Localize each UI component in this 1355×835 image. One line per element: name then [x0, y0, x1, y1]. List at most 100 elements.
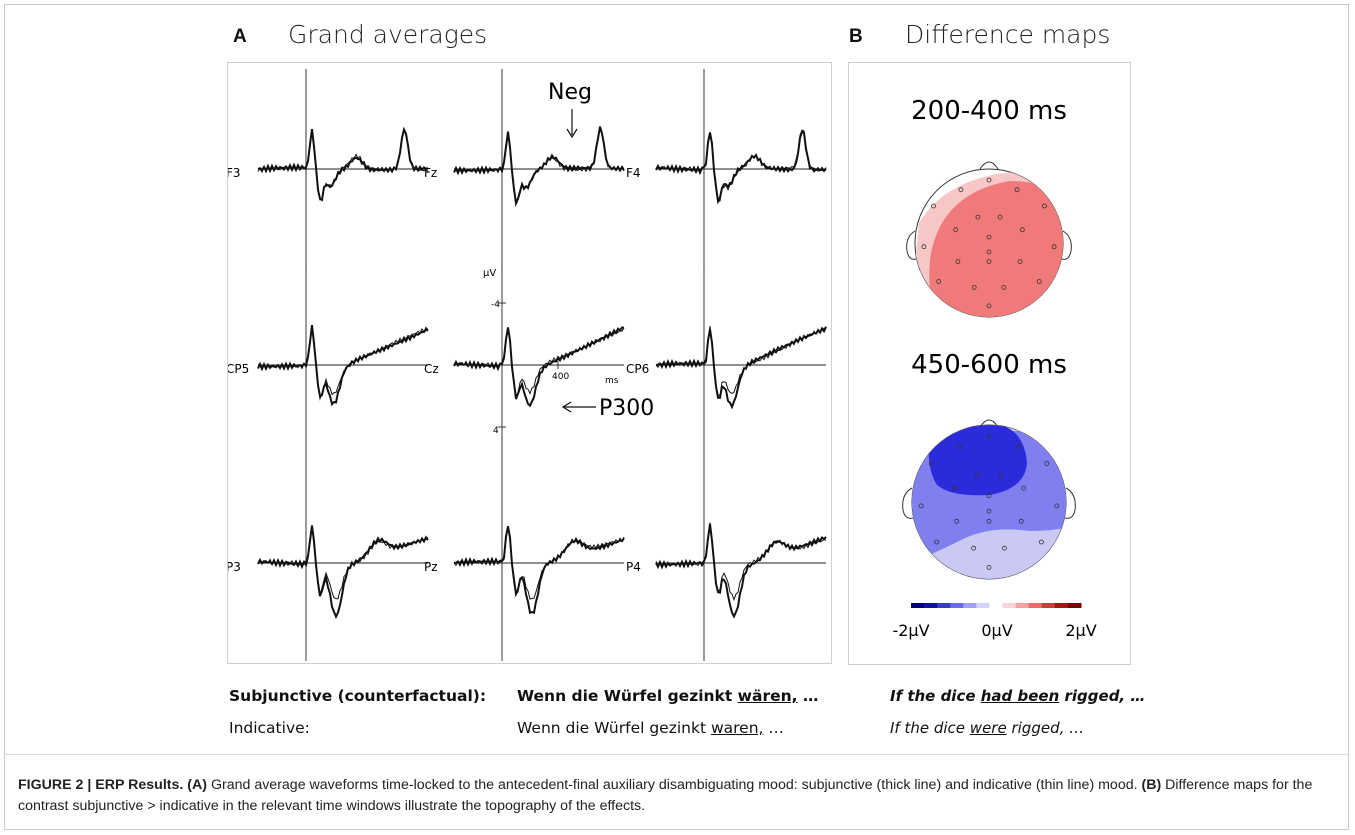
axis-tick-negative: -4	[491, 300, 500, 310]
indicative-german-post: …	[763, 719, 784, 737]
subjunctive-label: Subjunctive (counterfactual):	[229, 687, 487, 705]
caption-a-label: (A)	[187, 777, 207, 793]
electrode-dot	[958, 187, 964, 193]
grand-averages-panel: F3 Fz F4 CP5 Cz CP6 P3 Pz P4 µV -4 4 400…	[226, 62, 832, 664]
electrode-dot	[1015, 444, 1021, 450]
figure-caption: FIGURE 2 | ERP Results. (A) Grand averag…	[18, 775, 1338, 817]
electrode-dot	[975, 214, 981, 220]
indicative-trace	[655, 522, 827, 602]
figure-frame	[4, 4, 1349, 830]
topomap-450-600	[902, 419, 1076, 580]
electrode-dot	[1001, 545, 1007, 551]
electrode-dot	[1036, 279, 1042, 284]
electrode-dot	[986, 234, 992, 240]
electrode-dot	[1021, 485, 1027, 491]
indicative-english-post: rigged, …	[1006, 719, 1085, 737]
subjunctive-trace	[655, 523, 827, 619]
colorbar	[911, 603, 1082, 608]
subjunctive-trace	[655, 130, 827, 205]
neg-arrow-head	[566, 128, 578, 139]
time-unit-label: ms	[605, 376, 619, 386]
electrode-dot	[986, 259, 992, 264]
time-window-1-label: 200-400 ms	[911, 96, 1067, 126]
subjunctive-german-post: …	[797, 687, 819, 705]
indicative-trace	[655, 129, 827, 203]
panel-a-letter: A	[233, 26, 247, 47]
electrode-dot	[1018, 518, 1024, 524]
electrode-dot	[954, 518, 960, 524]
electrode-dot	[921, 244, 927, 250]
electrode-dot	[1044, 461, 1050, 466]
axis-unit-label: µV	[483, 268, 496, 279]
electrode-label-f3: F3	[228, 166, 241, 180]
electrode-label-p3: P3	[228, 560, 241, 574]
electrode-dot	[997, 214, 1003, 220]
electrode-dot	[986, 303, 992, 309]
scale-max-label: 2µV	[1065, 621, 1096, 640]
electrode-dot	[1042, 203, 1047, 209]
subjunctive-german: Wenn die Würfel gezinkt wären, …	[517, 687, 818, 705]
electrode-dot	[986, 249, 992, 255]
colorbar-segment	[1015, 603, 1030, 608]
electrode-label-cp6: CP6	[626, 362, 649, 376]
electrode-label-cp5: CP5	[228, 362, 249, 376]
electrode-label-cz: Cz	[424, 362, 439, 376]
colorbar-segment	[1067, 603, 1082, 608]
electrode-dot	[974, 472, 980, 478]
colorbar-segment	[1002, 603, 1017, 608]
electrode-dot	[1051, 244, 1057, 250]
electrode-dot	[934, 539, 939, 545]
indicative-trace	[453, 127, 625, 203]
indicative-german-verb: waren,	[710, 719, 764, 737]
subjunctive-trace	[257, 525, 429, 620]
colorbar-segment	[989, 603, 1004, 608]
electrode-dot	[1054, 503, 1060, 509]
indicative-english: If the dice were rigged, …	[890, 719, 1084, 737]
topomap-svg: 200-400 ms 450-600 ms	[892, 96, 1096, 640]
subjunctive-english-pre: If the dice	[890, 687, 981, 705]
colorbar-segment	[924, 603, 938, 608]
electrode-label-fz: Fz	[424, 166, 437, 180]
time-tick-label: 400	[552, 372, 569, 382]
colorbar-segment	[976, 603, 990, 608]
subjunctive-trace	[453, 326, 625, 408]
colorbar-segment	[937, 603, 951, 608]
subjunctive-english: If the dice had been rigged, …	[890, 687, 1145, 705]
neg-annotation: Neg	[548, 80, 592, 105]
subjunctive-english-post: rigged, …	[1059, 687, 1146, 705]
panel-b-letter: B	[849, 26, 863, 47]
indicative-trace	[453, 327, 625, 399]
caption-b-label: (B)	[1141, 777, 1162, 793]
indicative-english-verb: were	[969, 719, 1007, 737]
indicative-trace	[257, 128, 429, 201]
topomap-200-400	[906, 161, 1072, 318]
electrode-label-f4: F4	[626, 166, 641, 180]
colorbar-segment	[911, 603, 925, 608]
difference-maps-panel: 200-400 ms 450-600 ms	[848, 62, 1131, 665]
caption-b-text: Difference maps for the contrast subjunc…	[18, 777, 1313, 814]
scale-mid-label: 0µV	[981, 621, 1012, 640]
indicative-trace	[257, 326, 429, 401]
indicative-english-pre: If the dice	[890, 719, 970, 737]
colorbar-segment	[950, 603, 964, 608]
caption-a-text: Grand average waveforms time-locked to t…	[207, 777, 1142, 793]
electrode-dot	[1001, 284, 1007, 290]
p300-annotation: P300	[599, 396, 654, 421]
indicative-trace	[655, 326, 827, 397]
electrode-dot	[986, 518, 992, 524]
electrode-dot	[986, 434, 992, 440]
indicative-trace	[453, 527, 625, 600]
subjunctive-german-verb: wären,	[737, 687, 798, 705]
electrode-dot	[1038, 539, 1044, 545]
electrode-dot	[971, 284, 977, 290]
electrode-dot	[986, 508, 992, 514]
electrode-dot	[931, 203, 936, 209]
subjunctive-german-pre: Wenn die Würfel gezinkt	[517, 687, 738, 705]
indicative-german: Wenn die Würfel gezinkt waren, …	[517, 719, 784, 737]
caption-divider	[4, 754, 1349, 755]
panel-b-title: Difference maps	[905, 20, 1111, 49]
colorbar-segment	[1054, 603, 1069, 608]
caption-figure-label: FIGURE 2 | ERP Results.	[18, 777, 184, 793]
colorbar-segment	[1041, 603, 1056, 608]
electrode-dot	[953, 227, 959, 233]
